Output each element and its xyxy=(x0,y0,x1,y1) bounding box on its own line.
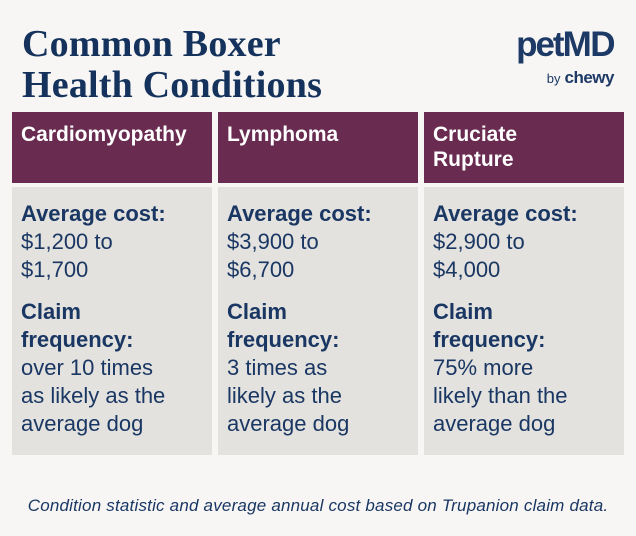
cost-label: Average cost: xyxy=(433,201,578,226)
page-title: Common Boxer Health Conditions xyxy=(22,23,323,106)
cost-label: Average cost: xyxy=(227,201,372,226)
cost-block: Average cost: $3,900 to $6,700 xyxy=(227,200,408,284)
cost-value: $1,200 to $1,700 xyxy=(21,229,113,282)
cost-block: Average cost: $2,900 to $4,000 xyxy=(433,200,614,284)
condition-column-cruciate-rupture: Cruciate Rupture Average cost: $2,900 to… xyxy=(424,112,624,455)
frequency-label: Claim frequency: xyxy=(21,299,134,352)
chewy-text: chewy xyxy=(564,68,615,87)
by-text: by xyxy=(546,71,561,86)
cost-block: Average cost: $1,200 to $1,700 xyxy=(21,200,202,284)
petmd-md-text: MD xyxy=(562,25,616,64)
condition-header: Lymphoma xyxy=(218,112,418,183)
frequency-value: over 10 times as likely as the average d… xyxy=(21,355,166,436)
condition-column-cardiomyopathy: Cardiomyopathy Average cost: $1,200 to $… xyxy=(12,112,212,455)
frequency-label: Claim frequency: xyxy=(433,299,546,352)
petmd-wordmark: petMD xyxy=(516,25,616,64)
frequency-label: Claim frequency: xyxy=(227,299,340,352)
frequency-block: Claim frequency: over 10 times as likely… xyxy=(21,298,202,438)
conditions-table: Cardiomyopathy Average cost: $1,200 to $… xyxy=(12,112,624,455)
condition-body: Average cost: $2,900 to $4,000 Claim fre… xyxy=(424,187,624,455)
by-chewy-wordmark: by chewy xyxy=(516,68,615,88)
cost-label: Average cost: xyxy=(21,201,166,226)
cost-value: $2,900 to $4,000 xyxy=(433,229,525,282)
condition-body: Average cost: $1,200 to $1,700 Claim fre… xyxy=(12,187,212,455)
petmd-logo: petMD by chewy xyxy=(516,24,616,88)
condition-header: Cardiomyopathy xyxy=(12,112,212,183)
frequency-block: Claim frequency: 75% more likely than th… xyxy=(433,298,614,438)
frequency-value: 3 times as likely as the average dog xyxy=(227,355,350,436)
condition-body: Average cost: $3,900 to $6,700 Claim fre… xyxy=(218,187,418,455)
cost-value: $3,900 to $6,700 xyxy=(227,229,319,282)
condition-column-lymphoma: Lymphoma Average cost: $3,900 to $6,700 … xyxy=(218,112,418,455)
frequency-value: 75% more likely than the average dog xyxy=(433,355,568,436)
footnote: Condition statistic and average annual c… xyxy=(27,496,609,515)
header-section: Common Boxer Health Conditions petMD by c… xyxy=(0,0,636,112)
frequency-block: Claim frequency: 3 times as likely as th… xyxy=(227,298,408,438)
condition-header: Cruciate Rupture xyxy=(424,112,624,183)
petmd-pet-text: pet xyxy=(516,25,564,64)
